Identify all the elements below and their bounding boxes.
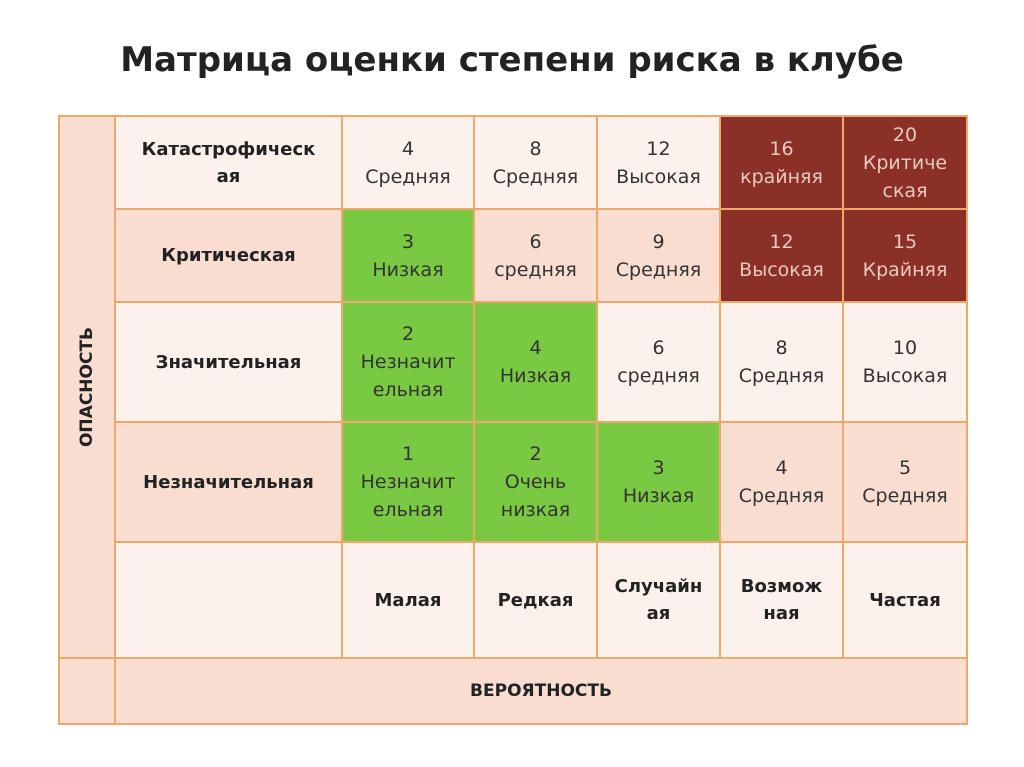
risk-level: Средняя: [738, 485, 825, 507]
risk-score: 3: [652, 457, 665, 479]
risk-level: средняя: [617, 365, 700, 387]
risk-cell: 12 Высокая: [596, 115, 721, 210]
severity-row-text: Значительная: [155, 351, 302, 373]
risk-level: Высокая: [862, 365, 948, 387]
risk-cell: 4 Средняя: [341, 115, 475, 210]
risk-cell: 5 Средняя: [842, 421, 968, 543]
severity-row-text: Незначительная: [143, 471, 314, 493]
probability-column-text: Малая: [374, 589, 442, 611]
risk-score: 8: [775, 337, 788, 359]
risk-score: 5: [898, 457, 912, 479]
risk-level: Незначит ельная: [360, 471, 456, 521]
matrix-row: Критическая 3 Низкая 6 средняя 9 Средняя 12 Высо…: [59, 208, 968, 303]
risk-level: Средняя: [862, 485, 948, 507]
matrix-row: Незначительная 1 Незначит ельная 2 Очень низ…: [59, 421, 968, 543]
risk-cell: 16 крайняя: [719, 115, 844, 210]
risk-level: Критиче ская: [862, 151, 948, 202]
risk-level: средняя: [494, 258, 577, 281]
risk-score: 4: [775, 457, 788, 479]
severity-axis-text: ОПАСНОСТЬ: [77, 326, 97, 448]
blank-cell: [114, 541, 343, 659]
risk-level: Средняя: [365, 165, 451, 188]
probability-axis-row: ВЕРОЯТНОСТЬ: [58, 657, 968, 725]
corner-cell: [58, 657, 116, 725]
probability-row: Малая Редкая Случайн ая Возмож ная Частая: [59, 541, 968, 659]
risk-level: Очень низкая: [500, 471, 571, 521]
risk-cell: 2 Очень низкая: [473, 421, 598, 543]
matrix-row: ОПАСНОСТЬ Катастрофическ ая 4 Средняя 8 Средн…: [58, 115, 968, 659]
risk-score: 4: [401, 137, 415, 160]
risk-cell: 9 Средняя: [596, 208, 721, 303]
risk-level: Крайняя: [862, 258, 948, 281]
probability-column-label: Случайн ая: [596, 541, 721, 659]
page-title: Матрица оценки степени риска в клубе: [120, 40, 904, 80]
probability-column-text: Случайн ая: [614, 576, 703, 624]
risk-cell: 8 Средняя: [473, 115, 598, 210]
risk-cell: 10 Высокая: [842, 301, 968, 423]
risk-score: 10: [892, 337, 918, 359]
risk-score: 3: [401, 230, 415, 253]
risk-score: 2: [529, 443, 542, 465]
risk-cell: 3 Низкая: [596, 421, 721, 543]
risk-cell: 4 Средняя: [719, 421, 844, 543]
probability-column-label: Частая: [842, 541, 968, 659]
probability-column-label: Возмож ная: [719, 541, 844, 659]
severity-row-label: Незначительная: [114, 421, 343, 543]
risk-matrix: ОПАСНОСТЬ Катастрофическ ая 4 Средняя 8 Средн…: [58, 115, 968, 725]
risk-score: 16: [769, 137, 794, 160]
risk-score: 6: [529, 230, 542, 253]
probability-column-text: Редкая: [497, 589, 574, 611]
probability-column-label: Малая: [341, 541, 475, 659]
risk-level: Средняя: [615, 258, 702, 281]
risk-cell: 4 Низкая: [473, 301, 598, 423]
risk-level: Высокая: [616, 165, 701, 188]
probability-axis-text: ВЕРОЯТНОСТЬ: [470, 681, 612, 701]
risk-level: Средняя: [492, 165, 579, 188]
risk-score: 20: [892, 123, 918, 146]
severity-axis-label: ОПАСНОСТЬ: [58, 115, 116, 659]
risk-score: 12: [769, 230, 794, 253]
severity-row-text: Катастрофическ ая: [141, 138, 316, 187]
risk-level: Низкая: [499, 365, 572, 387]
risk-cell: 3 Низкая: [341, 208, 475, 303]
risk-cell: 12 Высокая: [719, 208, 844, 303]
risk-cell: 8 Средняя: [719, 301, 844, 423]
risk-cell: 15 Крайняя: [842, 208, 968, 303]
risk-level: Средняя: [738, 365, 825, 387]
risk-cell: 20 Критиче ская: [842, 115, 968, 210]
severity-row-label: Значительная: [114, 301, 343, 423]
risk-score: 2: [401, 323, 415, 345]
risk-score: 6: [652, 337, 665, 359]
severity-row-text: Критическая: [161, 245, 296, 266]
risk-score: 1: [401, 443, 415, 465]
risk-score: 4: [529, 337, 542, 359]
probability-column-text: Возмож ная: [740, 576, 823, 624]
risk-cell: 1 Незначит ельная: [341, 421, 475, 543]
risk-cell: 6 средняя: [473, 208, 598, 303]
risk-level: Высокая: [739, 258, 824, 281]
risk-level: Низкая: [372, 258, 444, 281]
risk-level: Незначит ельная: [360, 351, 456, 401]
severity-row-label: Критическая: [114, 208, 343, 303]
matrix-body: ОПАСНОСТЬ Катастрофическ ая 4 Средняя 8 Средн…: [58, 115, 968, 725]
probability-column-label: Редкая: [473, 541, 598, 659]
severity-row-label: Катастрофическ ая: [114, 115, 343, 210]
risk-cell: 2 Незначит ельная: [341, 301, 475, 423]
probability-axis-label: ВЕРОЯТНОСТЬ: [114, 657, 968, 725]
risk-cell: 6 средняя: [596, 301, 721, 423]
risk-score: 12: [646, 137, 671, 160]
probability-column-text: Частая: [869, 589, 941, 611]
matrix-row: Значительная 2 Незначит ельная 4 Низкая 6 сред…: [59, 301, 968, 423]
risk-score: 9: [652, 230, 665, 253]
risk-score: 15: [892, 230, 918, 253]
risk-level: крайняя: [740, 165, 823, 188]
risk-level: Низкая: [622, 485, 695, 507]
risk-score: 8: [529, 137, 542, 160]
